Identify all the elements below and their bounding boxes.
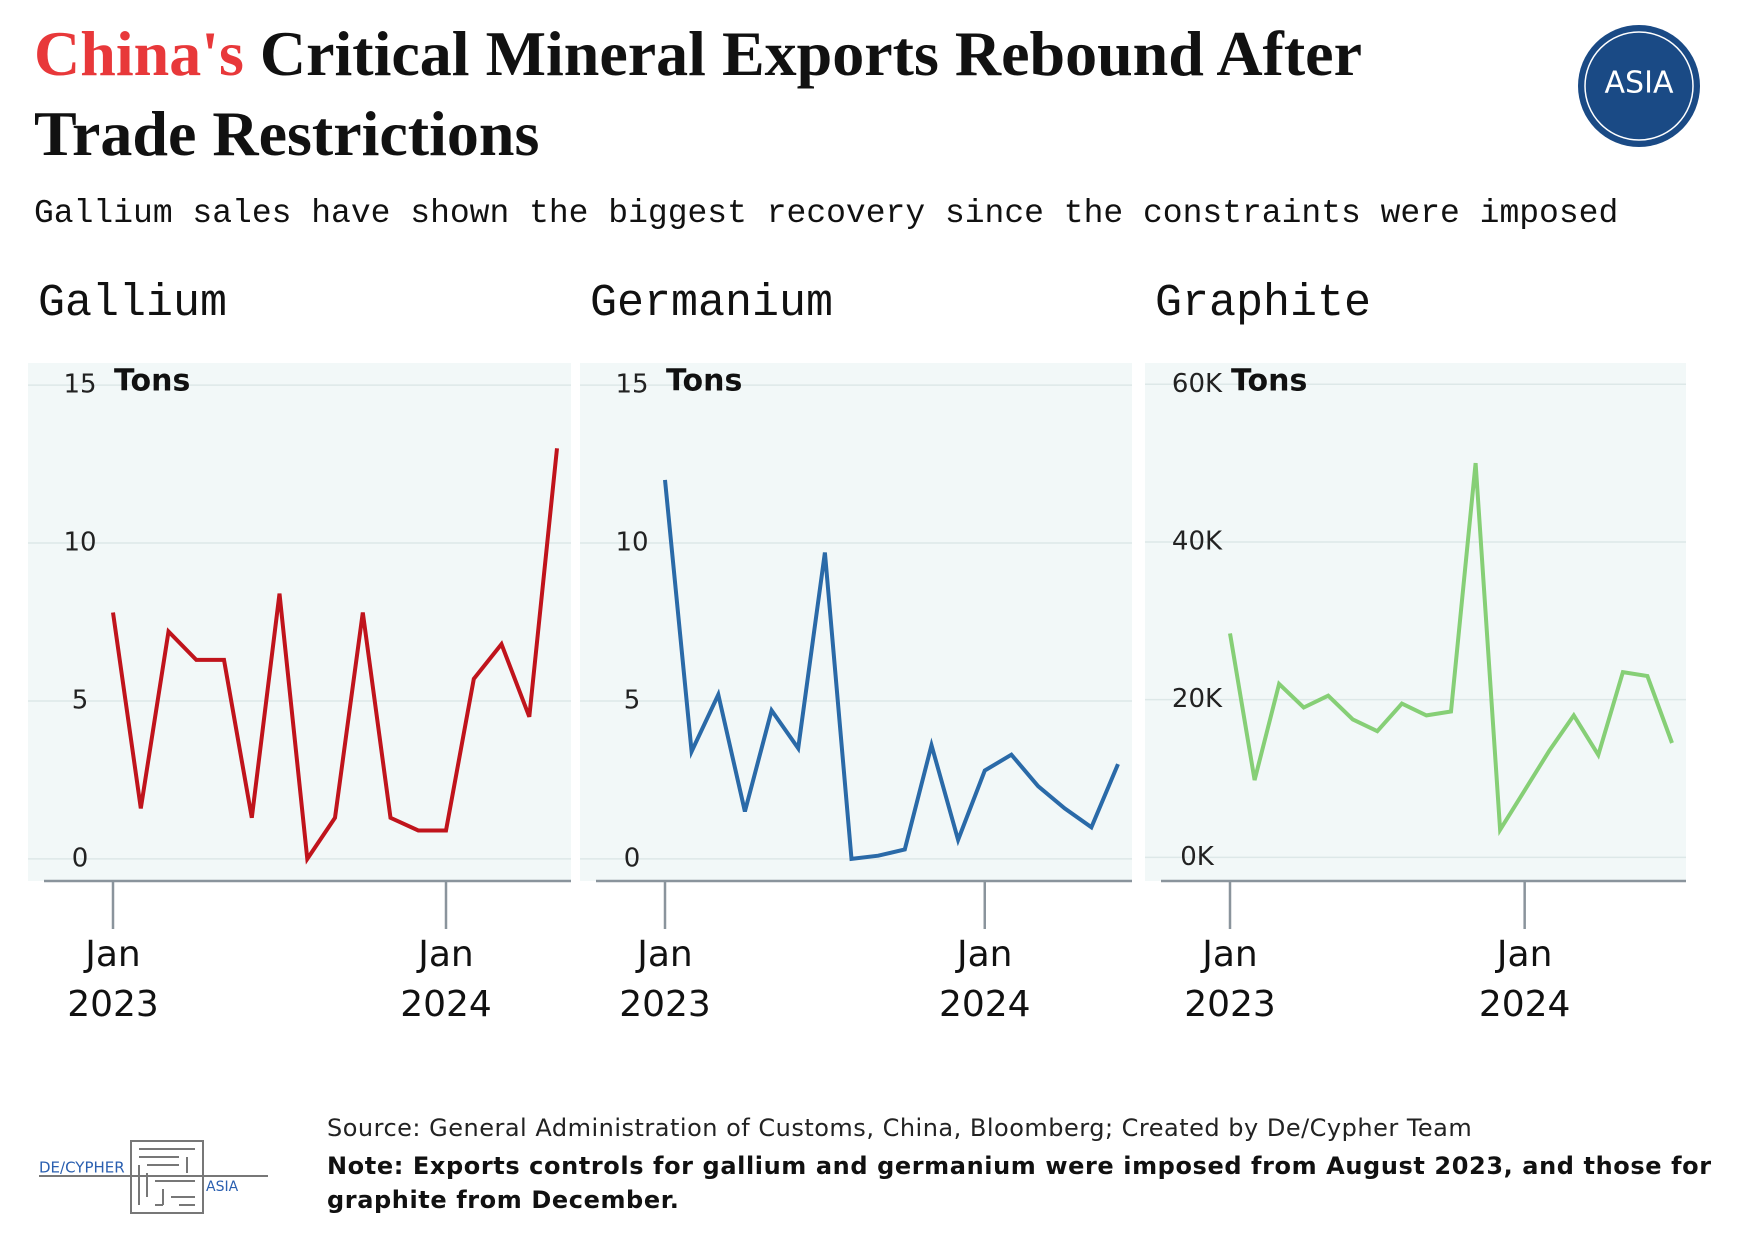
logo-text: ASIA xyxy=(1605,66,1674,101)
subtitle: Gallium sales have shown the biggest rec… xyxy=(34,195,1619,232)
note: Note: Exports controls for gallium and g… xyxy=(327,1152,1712,1214)
panel-title: Graphite xyxy=(1155,278,1372,329)
maze-logo xyxy=(39,1140,268,1214)
y-tick-label: 5 xyxy=(72,685,89,715)
x-tick-label: Jan 2023 xyxy=(1184,934,1276,1025)
brand-sub: ASIA xyxy=(206,1179,239,1195)
y-tick-label: 15 xyxy=(615,370,648,400)
title: China's Critical Mineral Exports Rebound… xyxy=(34,14,1454,174)
panel-title: Germanium xyxy=(590,278,834,329)
data-line xyxy=(111,448,559,865)
y-tick-label: 60K xyxy=(1172,369,1223,399)
y-tick-label: 0 xyxy=(624,843,641,873)
source: Source: General Administration of Custom… xyxy=(327,1114,1473,1142)
y-tick-label: 20K xyxy=(1172,684,1223,714)
data-line xyxy=(663,479,1120,862)
data-line xyxy=(1228,462,1674,837)
logo-circle xyxy=(1578,25,1700,147)
title-text: Critical Mineral Exports Rebound After T… xyxy=(34,18,1361,169)
y-axis-label: Tons xyxy=(666,364,742,399)
y-axis-label: Tons xyxy=(1231,364,1307,399)
y-tick-label: 5 xyxy=(624,685,641,715)
brand: DE/CYPHER xyxy=(39,1159,125,1177)
x-tick-label: Jan 2024 xyxy=(400,934,492,1025)
y-tick-label: 0 xyxy=(72,843,89,873)
plot-background xyxy=(580,363,1132,881)
title-highlight: China's xyxy=(34,18,244,89)
x-tick-label: Jan 2023 xyxy=(619,934,711,1025)
y-tick-label: 40K xyxy=(1172,526,1223,556)
y-tick-label: 15 xyxy=(63,370,96,400)
panel-title: Gallium xyxy=(38,278,228,329)
x-tick-label: Jan 2023 xyxy=(67,934,159,1025)
y-tick-label: 10 xyxy=(615,528,648,558)
y-axis-label: Tons xyxy=(114,364,190,399)
x-tick-label: Jan 2024 xyxy=(1478,934,1571,1025)
plot-background xyxy=(1145,363,1686,881)
logo-ring xyxy=(1584,31,1694,141)
y-tick-label: 0K xyxy=(1180,842,1215,872)
x-tick-label: Jan 2024 xyxy=(938,934,1031,1025)
y-tick-label: 10 xyxy=(63,528,96,558)
